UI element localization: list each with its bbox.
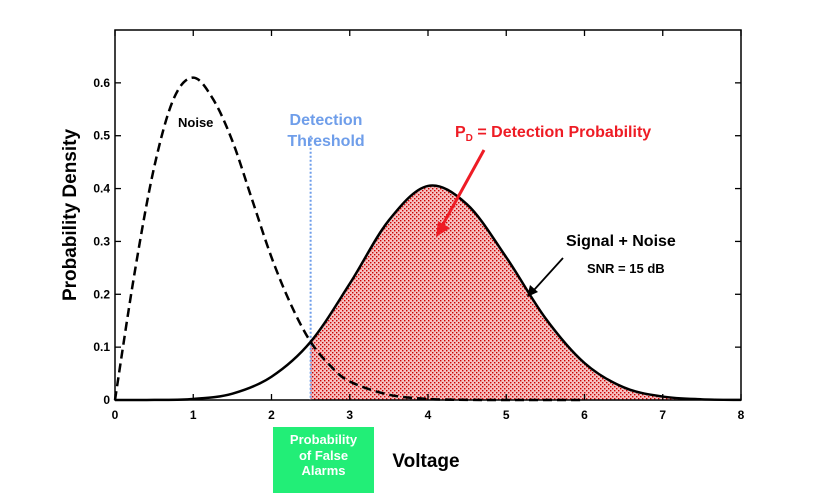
pd-arrow (439, 149, 486, 229)
false-alarm-label: Probability of False Alarms (273, 432, 374, 479)
threshold-label-line1: Detection (290, 112, 363, 129)
x-tick-label: 7 (659, 408, 666, 422)
threshold-label-line2: Threshold (287, 133, 364, 150)
y-tick-label: 0.6 (93, 76, 110, 90)
signal-noise-curve (114, 184, 742, 402)
noise-label: Noise (178, 115, 213, 130)
pd-label-rest: = Detection Probability (473, 124, 651, 141)
x-tick-label: 1 (190, 408, 197, 422)
pd-label-p: P (455, 124, 466, 141)
y-tick-label: 0 (103, 393, 110, 407)
false-alarm-box (273, 427, 374, 493)
signal-arrow (533, 257, 564, 291)
x-tick-label: 2 (268, 408, 275, 422)
snr-label: SNR = 15 dB (587, 261, 665, 276)
detection-probability-area (310, 185, 741, 400)
signal-noise-label: Signal + Noise (566, 233, 676, 250)
false-alarm-line2: of False (298, 447, 349, 463)
false-alarm-line3: Alarms (301, 463, 346, 478)
y-tick-label: 0.5 (93, 129, 110, 143)
x-tick-label: 4 (425, 408, 432, 422)
x-tick-label: 8 (738, 408, 745, 422)
x-tick-label: 6 (581, 408, 588, 422)
x-tick-label: 5 (503, 408, 510, 422)
noise-curve (113, 76, 585, 402)
x-tick-label: 0 (112, 408, 119, 422)
y-tick-label: 0.4 (93, 182, 110, 196)
y-tick-label: 0.2 (93, 287, 110, 301)
x-axis-label: Voltage (392, 451, 459, 472)
y-tick-label: 0.1 (93, 340, 110, 354)
signal-arrowhead (527, 285, 538, 297)
y-tick-label: 0.3 (93, 234, 110, 248)
false-alarm-line1: Probability (289, 432, 358, 447)
x-tick-label: 3 (346, 408, 353, 422)
pd-arrowhead (436, 221, 450, 237)
pd-label: PD = Detection Probability (455, 124, 651, 144)
pd-label-sub: D (466, 133, 473, 144)
y-axis-label: Probability Density (60, 129, 81, 302)
